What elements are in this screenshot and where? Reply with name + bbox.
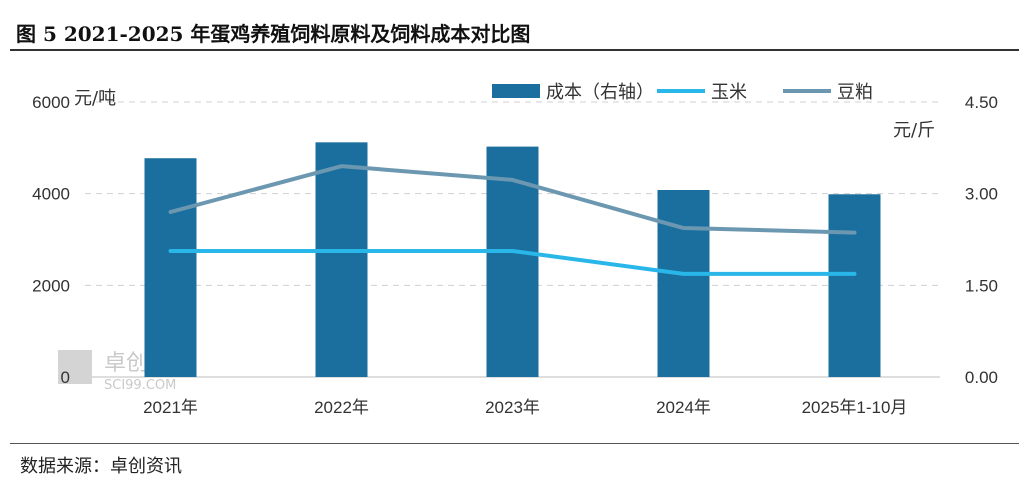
x-axis-tick-label: 2023年 [485, 398, 540, 417]
left-axis-unit: 元/吨 [74, 88, 116, 109]
legend-label: 玉米 [711, 82, 747, 103]
right-axis-tick-label: 1.50 [965, 276, 998, 295]
series-line [168, 164, 857, 235]
right-axis-tick-label: 3.00 [965, 185, 998, 204]
chart-title-bar: 图 5 2021-2025 年蛋鸡养殖饲料原料及饲料成本对比图 [10, 14, 1019, 48]
x-axis-tick-label: 2025年1-10月 [802, 398, 908, 417]
bar [144, 158, 197, 377]
legend: 成本（右轴） 玉米 豆粕 [492, 82, 873, 103]
watermark-logo-mark [58, 350, 92, 384]
x-axis: 2021年 2022年 2023年 2024年 2025年1-10月 [143, 398, 907, 417]
bar [657, 190, 710, 377]
title-rule [10, 49, 1019, 51]
left-axis-tick-label: 4000 [32, 185, 70, 204]
legend-label: 豆粕 [837, 82, 873, 103]
series-line [168, 248, 857, 276]
left-axis: 0 2000 4000 6000 [32, 93, 70, 387]
data-source: 数据来源：卓创资讯 [20, 456, 182, 477]
left-axis-tick-label: 6000 [32, 93, 70, 112]
x-axis-tick-label: 2022年 [314, 398, 369, 417]
right-axis: 0.00 1.50 3.00 4.50 [965, 93, 998, 387]
source-rule [10, 443, 1019, 444]
right-axis-unit: 元/斤 [893, 120, 935, 141]
legend-label: 成本（右轴） [546, 82, 654, 103]
left-axis-tick-label: 2000 [32, 276, 70, 295]
chart-title: 图 5 2021-2025 年蛋鸡养殖饲料原料及饲料成本对比图 [16, 22, 531, 46]
line-series [168, 164, 857, 276]
bar [828, 194, 881, 377]
left-axis-tick-label: 0 [61, 368, 70, 387]
right-axis-tick-label: 0.00 [965, 368, 998, 387]
x-axis-tick-label: 2021年 [143, 398, 198, 417]
watermark-en: SCI99.COM [104, 378, 176, 393]
bar-series [144, 142, 881, 377]
right-axis-tick-label: 4.50 [965, 93, 998, 112]
legend-swatch [492, 84, 540, 98]
bar [315, 142, 368, 377]
x-axis-tick-label: 2024年 [656, 398, 711, 417]
